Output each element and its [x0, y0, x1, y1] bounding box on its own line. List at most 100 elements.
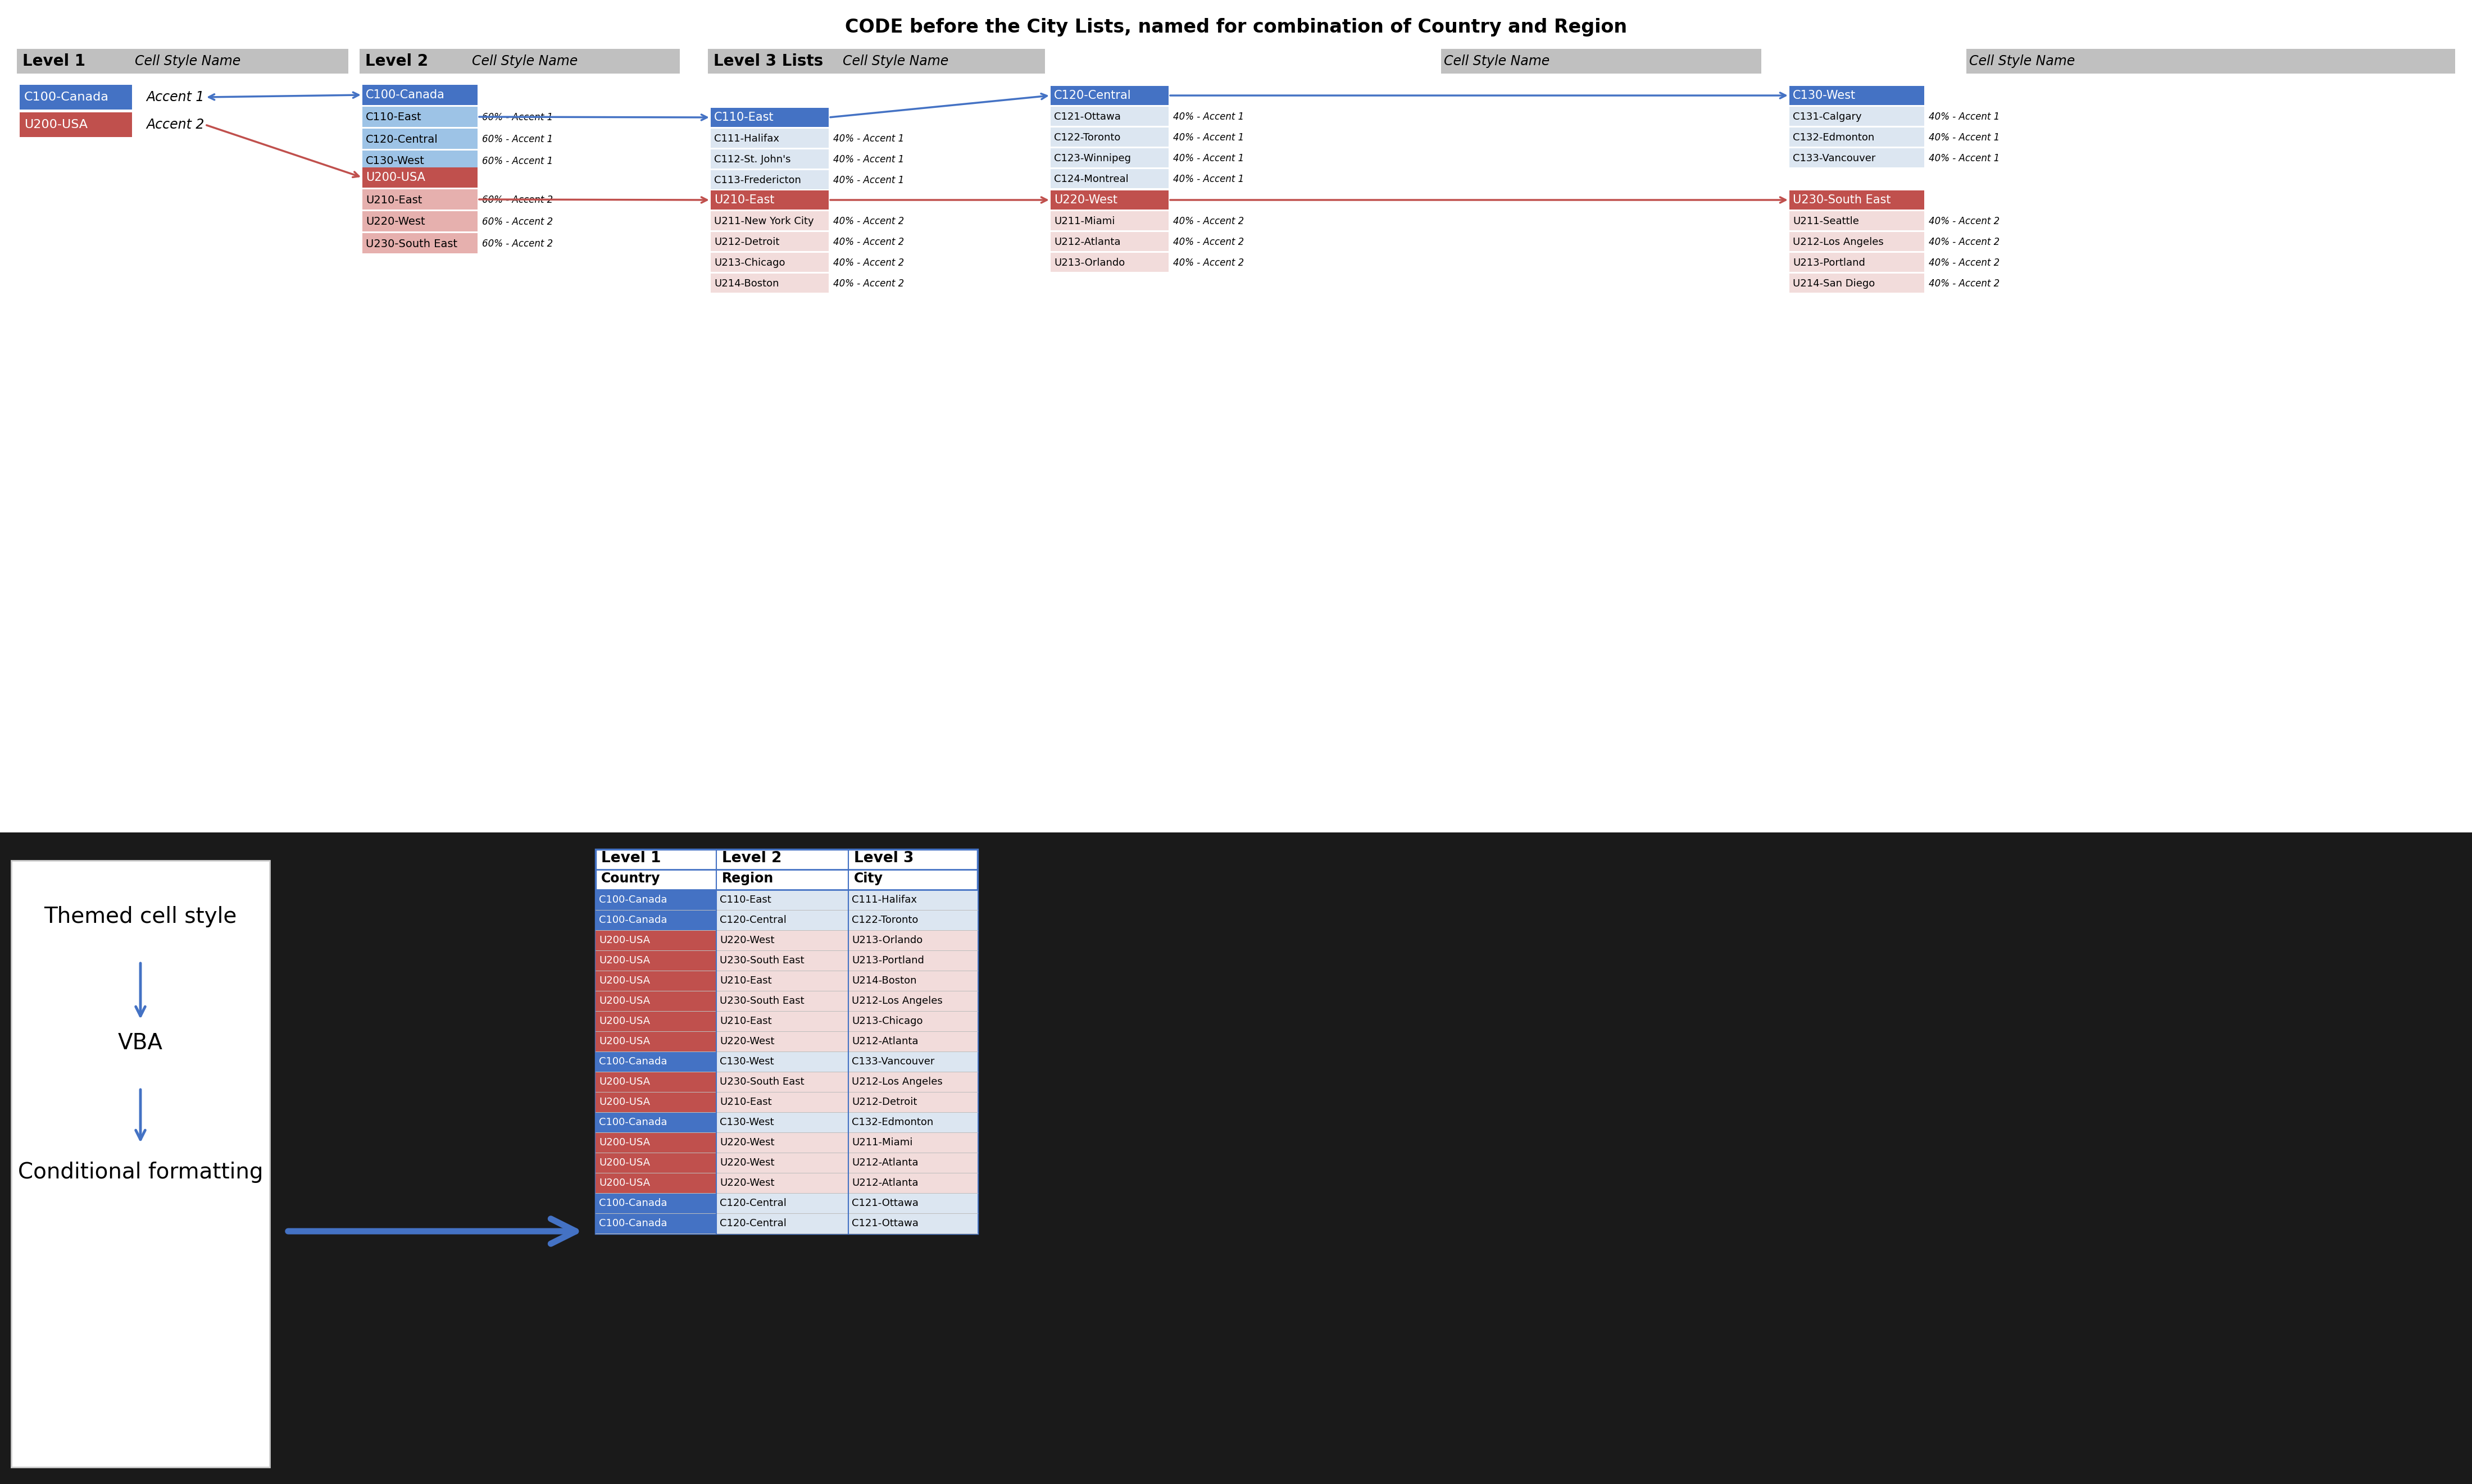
Text: C110-East: C110-East: [366, 113, 423, 123]
Text: Level 3 Lists: Level 3 Lists: [714, 53, 823, 70]
Bar: [717, 1031, 848, 1052]
Text: C100-Canada: C100-Canada: [366, 89, 445, 101]
Text: U210-East: U210-East: [719, 1017, 771, 1027]
Text: C100-Canada: C100-Canada: [598, 1198, 667, 1208]
Bar: [1441, 49, 1760, 74]
Text: C131-Calgary: C131-Calgary: [1792, 111, 1861, 122]
Text: U220-West: U220-West: [719, 1178, 774, 1189]
Text: C124-Montreal: C124-Montreal: [1053, 174, 1130, 184]
Text: Accent 2: Accent 2: [146, 117, 205, 132]
Text: C113-Fredericton: C113-Fredericton: [714, 175, 801, 186]
Text: 40% - Accent 1: 40% - Accent 1: [1928, 153, 2000, 163]
Bar: [717, 1052, 848, 1071]
Bar: [848, 1012, 976, 1031]
Text: C133-Vancouver: C133-Vancouver: [1792, 153, 1876, 163]
Text: C122-Toronto: C122-Toronto: [853, 916, 917, 925]
Bar: [596, 951, 717, 971]
Text: Cell Style Name: Cell Style Name: [136, 55, 240, 68]
Bar: [363, 233, 477, 254]
Text: Level 1: Level 1: [22, 53, 87, 70]
Text: C110-East: C110-East: [714, 111, 774, 123]
Bar: [596, 1092, 717, 1112]
Text: U230-South East: U230-South East: [1792, 194, 1891, 206]
Text: U230-South East: U230-South East: [719, 1077, 803, 1086]
Text: Level 2: Level 2: [722, 850, 781, 865]
Text: Themed cell style: Themed cell style: [44, 907, 237, 928]
Text: U212-Los Angeles: U212-Los Angeles: [853, 996, 942, 1006]
Bar: [596, 1012, 717, 1031]
Bar: [717, 1012, 848, 1031]
Bar: [17, 49, 349, 74]
Bar: [596, 849, 976, 1233]
Bar: [1051, 169, 1169, 188]
Bar: [596, 1052, 717, 1071]
Bar: [848, 1092, 976, 1112]
Text: C120-Central: C120-Central: [719, 1218, 786, 1229]
Text: C100-Canada: C100-Canada: [598, 916, 667, 925]
Text: 60% - Accent 1: 60% - Accent 1: [482, 156, 554, 166]
Bar: [596, 1153, 717, 1172]
Text: U212-Atlanta: U212-Atlanta: [1053, 237, 1120, 248]
Text: U211-Miami: U211-Miami: [853, 1137, 912, 1147]
Text: City: City: [853, 871, 883, 886]
Text: Level 3: Level 3: [853, 850, 915, 865]
Text: U211-Miami: U211-Miami: [1053, 217, 1115, 227]
Text: 60% - Accent 1: 60% - Accent 1: [482, 134, 554, 144]
Text: U220-West: U220-West: [719, 1137, 774, 1147]
Bar: [712, 211, 828, 230]
Bar: [1790, 148, 1923, 168]
Text: VBA: VBA: [119, 1033, 163, 1054]
Text: Level 1: Level 1: [601, 850, 660, 865]
Text: U200-USA: U200-USA: [598, 1017, 650, 1027]
Bar: [1790, 252, 1923, 272]
Bar: [848, 1153, 976, 1172]
Text: 60% - Accent 2: 60% - Accent 2: [482, 239, 554, 249]
Bar: [363, 107, 477, 128]
Text: U210-East: U210-East: [719, 1097, 771, 1107]
Bar: [848, 1052, 976, 1071]
Text: 40% - Accent 1: 40% - Accent 1: [1928, 111, 2000, 122]
Text: C132-Edmonton: C132-Edmonton: [853, 1117, 934, 1128]
Bar: [712, 190, 828, 209]
Text: U213-Portland: U213-Portland: [853, 956, 925, 966]
Bar: [596, 1031, 717, 1052]
Bar: [717, 951, 848, 971]
Text: 40% - Accent 2: 40% - Accent 2: [833, 217, 905, 227]
Bar: [848, 991, 976, 1011]
Text: U200-USA: U200-USA: [598, 935, 650, 945]
Text: Cell Style Name: Cell Style Name: [1444, 55, 1550, 68]
Bar: [848, 971, 976, 991]
Text: 60% - Accent 2: 60% - Accent 2: [482, 194, 554, 205]
Bar: [717, 971, 848, 991]
Bar: [848, 1113, 976, 1132]
Text: 40% - Accent 1: 40% - Accent 1: [833, 134, 905, 144]
Text: C130-West: C130-West: [719, 1057, 774, 1067]
Bar: [596, 890, 717, 910]
Bar: [717, 1113, 848, 1132]
Bar: [712, 150, 828, 169]
Bar: [0, 833, 2472, 1484]
Bar: [1051, 190, 1169, 209]
Bar: [712, 273, 828, 292]
Text: C130-West: C130-West: [1792, 91, 1856, 101]
Bar: [358, 49, 680, 74]
Bar: [1790, 86, 1923, 105]
Text: C130-West: C130-West: [719, 1117, 774, 1128]
Text: C120-Central: C120-Central: [1053, 91, 1132, 101]
Bar: [712, 108, 828, 128]
Text: C122-Toronto: C122-Toronto: [1053, 132, 1120, 142]
Bar: [717, 1132, 848, 1153]
Text: Cell Style Name: Cell Style Name: [1970, 55, 2074, 68]
Bar: [717, 1073, 848, 1092]
Bar: [1051, 107, 1169, 126]
Bar: [596, 1214, 717, 1233]
Text: U220-West: U220-West: [719, 1036, 774, 1046]
Bar: [848, 1214, 976, 1233]
Text: U200-USA: U200-USA: [598, 1036, 650, 1046]
Text: 40% - Accent 2: 40% - Accent 2: [833, 237, 905, 248]
Bar: [1790, 107, 1923, 126]
Bar: [363, 190, 477, 209]
Bar: [848, 890, 976, 910]
Bar: [717, 1092, 848, 1112]
Text: U200-USA: U200-USA: [598, 1097, 650, 1107]
